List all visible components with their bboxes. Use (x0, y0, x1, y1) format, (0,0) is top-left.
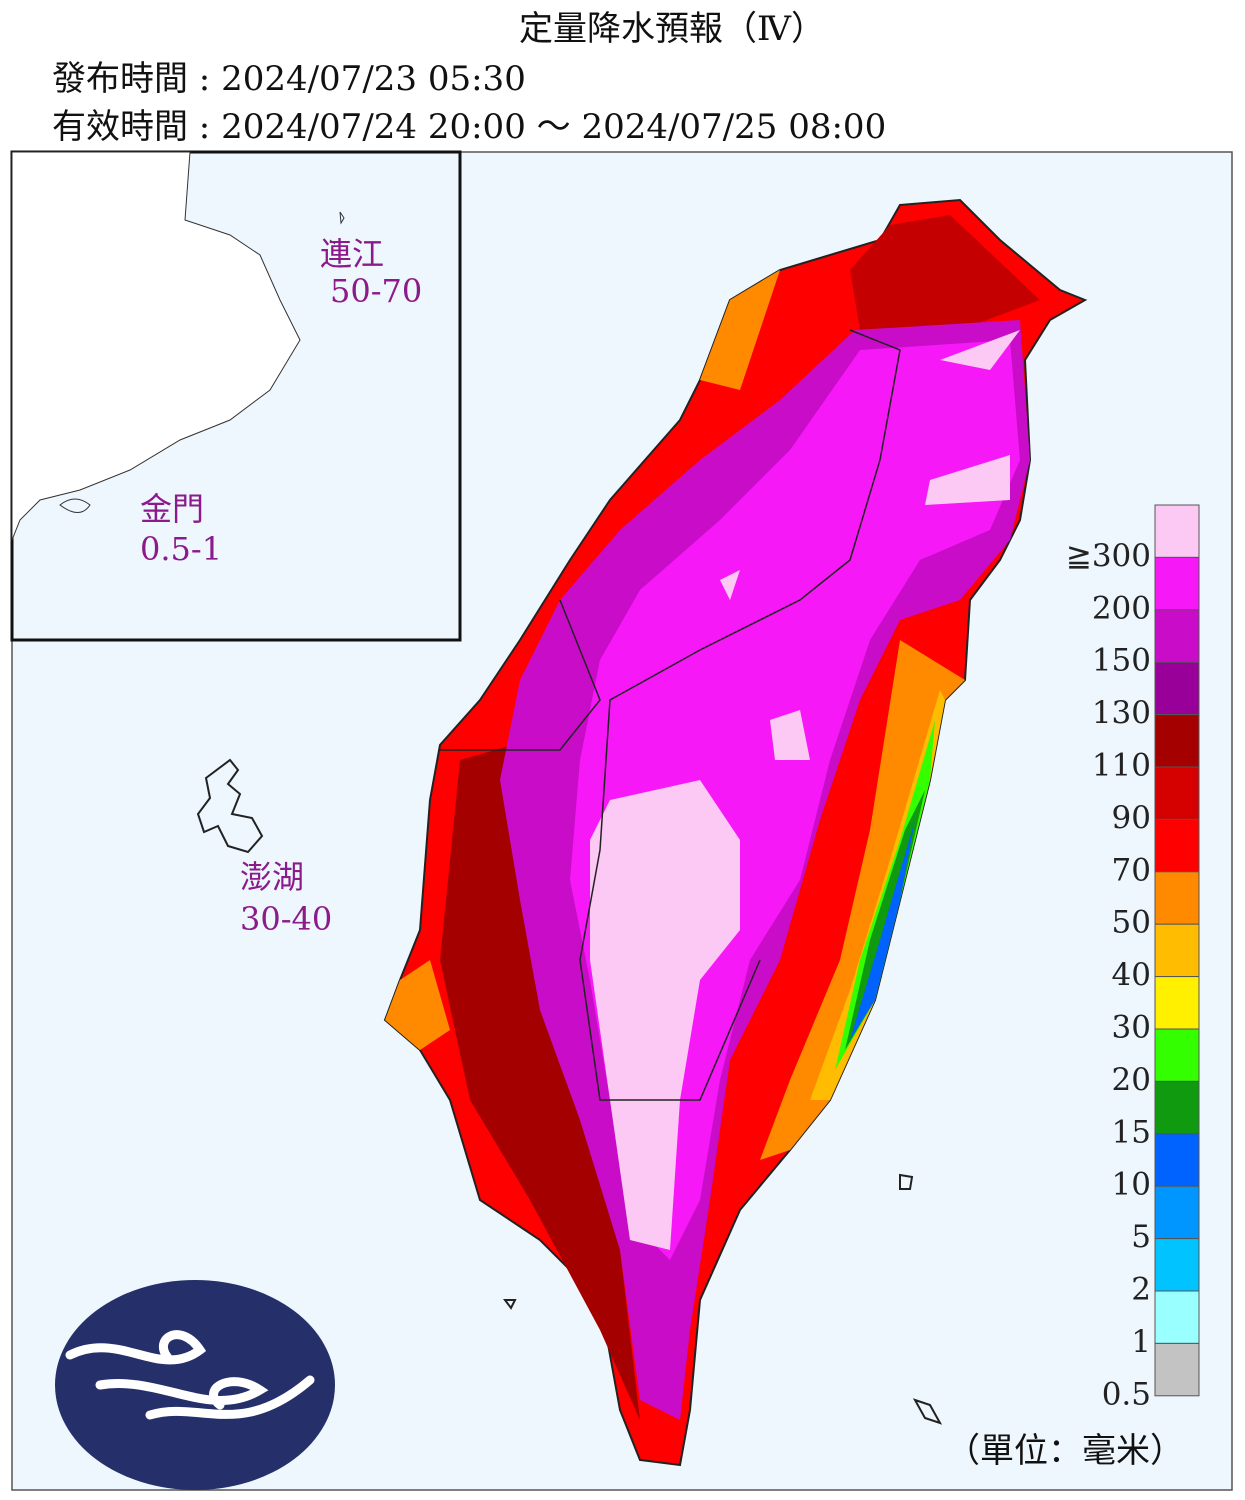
island-name: 連江 (320, 235, 384, 273)
small-islands (503, 1173, 943, 1425)
legend-swatch (1154, 714, 1200, 768)
legend-swatch (1154, 818, 1200, 873)
legend-label: 2 (1131, 1272, 1151, 1308)
pink-zone (590, 330, 1020, 1250)
legend-label: 20 (1112, 1062, 1151, 1098)
legend-label: 1 (1131, 1324, 1151, 1360)
legend-swatch (1154, 1080, 1200, 1135)
legend-label: ≧300 (1066, 538, 1151, 574)
legend-label: 10 (1112, 1167, 1151, 1203)
island-name: 澎湖 (240, 858, 304, 896)
legend-label: 40 (1112, 957, 1151, 993)
legend-label: 130 (1092, 695, 1151, 731)
legend-swatch (1154, 504, 1200, 558)
legend-label: 50 (1112, 905, 1151, 941)
legend-label: 200 (1092, 590, 1151, 626)
north-band (850, 215, 1040, 330)
unit-label: （單位：毫米） (946, 1431, 1184, 1471)
island-range: 50-70 (330, 272, 422, 310)
legend-swatch (1154, 609, 1200, 663)
west-band (440, 740, 640, 1420)
title: 定量降水預報（Ⅳ） (519, 9, 825, 49)
legend-label: 70 (1112, 852, 1151, 888)
legend-label: 150 (1092, 643, 1151, 679)
legend-swatch (1154, 766, 1200, 820)
legend-swatch (1154, 556, 1200, 611)
island-range: 0.5-1 (140, 530, 222, 568)
legend-label: 90 (1112, 800, 1151, 836)
matsu-outline (329, 211, 345, 245)
coast-orange (385, 270, 780, 1050)
legend-label: 15 (1112, 1114, 1151, 1150)
agency-logo (55, 1280, 335, 1490)
legend-swatch (1154, 661, 1200, 716)
legend-swatch (1154, 976, 1200, 1030)
legend-swatch (1154, 871, 1200, 925)
legend-swatch (1154, 1185, 1200, 1240)
legend-swatch (1154, 1290, 1200, 1344)
issued-time: 發布時間 : 2024/07/23 05:30 (52, 59, 526, 99)
east-yellow (810, 690, 945, 1100)
island-range: 30-40 (240, 900, 332, 938)
legend-label: 30 (1112, 1010, 1151, 1046)
valid-time: 有效時間 : 2024/07/24 20:00 ～ 2024/07/25 08:… (52, 107, 886, 147)
island-name: 金門 (140, 490, 204, 528)
legend-swatch (1154, 1133, 1200, 1187)
east-orange (760, 640, 965, 1160)
penghu-outline (196, 758, 264, 854)
logo-swirl (65, 1330, 315, 1420)
legend-swatch (1154, 923, 1200, 978)
legend-swatch (1154, 1028, 1200, 1082)
mainland-coast (11, 151, 301, 541)
county-borders (440, 329, 901, 1101)
legend-label: 0.5 (1102, 1376, 1151, 1412)
legend-label: 5 (1131, 1219, 1151, 1255)
legend-label: 110 (1092, 748, 1151, 784)
legend-swatch (1154, 1342, 1200, 1397)
kinmen-outline (59, 498, 91, 513)
legend-swatch (1154, 1238, 1200, 1292)
